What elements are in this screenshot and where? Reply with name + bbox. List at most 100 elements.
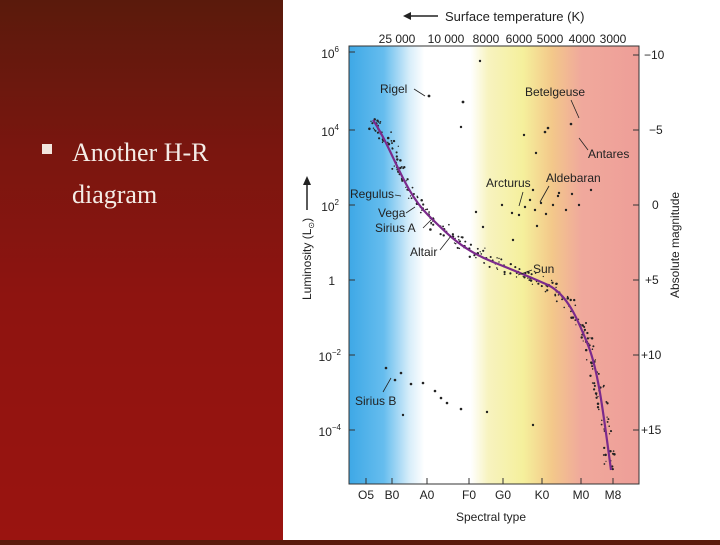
main-sequence-dot [453,242,456,244]
main-sequence-dot [600,423,603,426]
main-sequence-dot [584,348,588,352]
right-tick-label: −10 [644,48,665,62]
main-sequence-dot [430,221,433,224]
main-sequence-dot [368,127,371,131]
main-sequence-dot [439,233,442,236]
main-sequence-dot [372,127,375,129]
main-sequence-dot [613,453,616,456]
main-sequence-dot [498,261,500,263]
main-sequence-dot [603,446,606,450]
main-sequence-dot [573,298,576,302]
main-sequence-dot [550,279,553,282]
main-sequence-dot [592,345,595,348]
bottom-tick-label: A0 [420,488,435,502]
bottom-axis-title: Spectral type [456,510,526,524]
main-sequence-dot [597,372,600,375]
main-sequence-dot [509,262,512,266]
main-sequence-dot [451,233,455,236]
main-sequence-dot [400,165,403,168]
main-sequence-dot [603,463,606,465]
bottom-tick-labels: O5 B0 A0 F0 G0 K0 M0 M8 [358,488,622,502]
main-sequence-dot [390,139,393,142]
main-sequence-dot [606,402,609,405]
main-sequence-dot [561,298,564,301]
main-sequence-dot [428,211,430,213]
top-axis-arrowhead [403,12,411,20]
main-sequence-dot [407,197,410,200]
main-sequence-dot [544,290,547,293]
main-sequence-dot [597,395,599,398]
main-sequence-dot [604,453,607,457]
star-label-regulus: Regulus [350,187,394,201]
main-sequence-dot [590,362,593,365]
main-sequence-dot [500,258,503,261]
main-sequence-dot [606,416,608,418]
top-tick-label: 4000 [569,32,596,46]
main-sequence-dot [586,337,590,340]
top-tick-label: 8000 [473,32,500,46]
hr-diagram-figure: Surface temperature (K) 25 000 10 000 80… [283,0,720,540]
plot-area [349,46,639,484]
main-sequence-dot [387,141,389,144]
main-sequence-dot [593,384,596,387]
main-sequence-dot [591,365,594,368]
main-sequence-dot [608,433,611,435]
scattered-star-dots [384,59,593,427]
main-sequence-dot [529,279,533,282]
main-sequence-dot [496,268,499,270]
left-axis-arrowhead [303,176,311,185]
main-sequence-dot [534,272,537,274]
main-sequence-dot [522,275,524,278]
main-sequence-dot [542,275,544,278]
main-sequence-dot [503,273,506,276]
left-axis-title-group: Luminosity (L⊙) [300,218,316,300]
main-sequence-dot [399,166,402,170]
main-sequence-dot [399,159,402,162]
main-sequence-dot [381,141,384,144]
main-sequence-dot [584,321,588,325]
bottom-tick-label: G0 [495,488,511,502]
main-sequence-dot [482,249,485,252]
left-tick-label: 104 [321,123,339,139]
hr-diagram-svg: Surface temperature (K) 25 000 10 000 80… [300,9,682,524]
right-tick-label: +10 [641,348,662,362]
main-sequence-dot [416,195,418,198]
bottom-tick-label: M0 [573,488,590,502]
main-sequence-dot [420,199,423,202]
main-sequence-dot [612,450,615,452]
main-sequence-dot [592,388,596,391]
top-tick-label: 6000 [506,32,533,46]
main-sequence-dot [396,158,399,161]
main-sequence-dot [489,255,492,259]
star-label-antares: Antares [588,147,629,161]
main-sequence-dot [591,368,594,370]
main-sequence-dot [458,239,460,241]
main-sequence-dot [429,228,432,231]
main-sequence-dot [606,420,609,423]
main-sequence-dot [596,392,598,394]
main-sequence-dot [607,418,610,421]
plot-frame [348,45,640,485]
main-sequence-dot [457,235,460,238]
main-sequence-dot [496,267,498,269]
star-labels: Rigel Betelgeuse Antares Arcturus Aldeba… [350,82,629,408]
main-sequence-dot [611,465,614,468]
right-axis-title: Absolute magnitude [668,192,682,298]
main-sequence-dot [484,247,486,249]
main-sequence-dot [591,382,594,384]
bottom-tick-label: K0 [535,488,550,502]
bottom-tick-label: O5 [358,488,374,502]
main-sequence-dot [458,247,461,250]
main-sequence-dot [410,197,413,200]
top-tick-label: 3000 [600,32,627,46]
main-sequence-dot [593,382,596,385]
main-sequence-dot [442,225,445,228]
main-sequence-dot [432,223,435,226]
main-sequence-dot [405,180,407,182]
main-sequence-dot [403,166,406,169]
left-axis-title: Luminosity (L⊙) [300,218,316,300]
bottom-tick-label: M8 [605,488,622,502]
main-sequence-dot [595,396,598,399]
bottom-tick-label: B0 [385,488,400,502]
main-sequence-dot [425,208,427,211]
